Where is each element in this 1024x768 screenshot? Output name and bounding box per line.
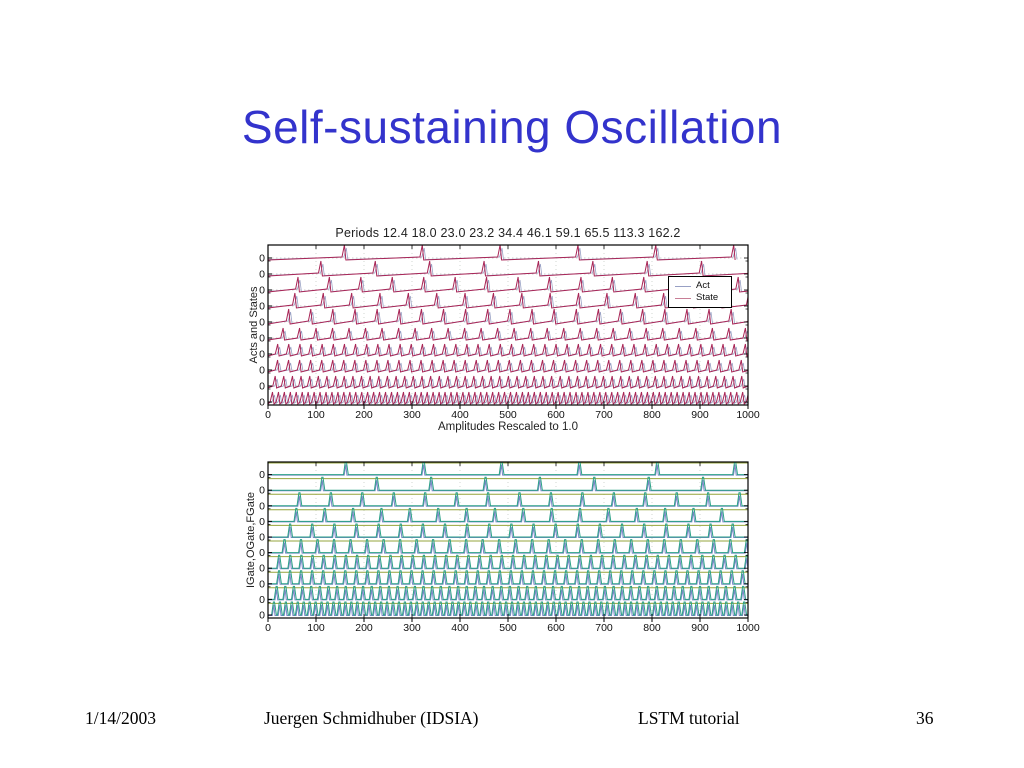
- legend-entry-state: State: [675, 292, 727, 304]
- svg-text:100: 100: [307, 409, 325, 421]
- svg-text:400: 400: [451, 409, 469, 421]
- svg-text:400: 400: [451, 622, 469, 634]
- svg-text:0: 0: [259, 547, 265, 559]
- svg-text:1000: 1000: [736, 622, 760, 634]
- svg-text:0: 0: [259, 532, 265, 544]
- gates-plot-canvas: 0 100 200 300 400 500 600 700 800 900 100000000000…: [259, 461, 760, 634]
- svg-text:900: 900: [691, 622, 709, 634]
- svg-text:0: 0: [259, 253, 265, 265]
- svg-text:0: 0: [259, 578, 265, 590]
- state-line-swatch: [675, 297, 691, 299]
- svg-text:0: 0: [259, 397, 265, 409]
- svg-text:500: 500: [499, 409, 517, 421]
- svg-text:0: 0: [259, 469, 265, 481]
- svg-text:300: 300: [403, 622, 421, 634]
- svg-text:0: 0: [259, 317, 265, 329]
- svg-text:1000: 1000: [736, 409, 760, 421]
- svg-text:0: 0: [259, 563, 265, 575]
- svg-text:600: 600: [547, 622, 565, 634]
- svg-text:700: 700: [595, 622, 613, 634]
- svg-text:800: 800: [643, 622, 661, 634]
- acts-chart-title: Periods 12.4 18.0 23.0 23.2 34.4 46.1 59…: [335, 226, 681, 240]
- footer-page-number: 36: [916, 708, 934, 728]
- svg-text:0: 0: [265, 409, 271, 421]
- svg-text:0: 0: [259, 381, 265, 393]
- footer-date: 1/14/2003: [85, 708, 156, 728]
- svg-text:600: 600: [547, 409, 565, 421]
- svg-text:0: 0: [259, 301, 265, 313]
- svg-text:0: 0: [259, 594, 265, 606]
- footer-course: LSTM tutorial: [638, 708, 740, 728]
- svg-text:0: 0: [259, 485, 265, 497]
- legend: Act State: [668, 276, 732, 308]
- acts-x-axis-label: Amplitudes Rescaled to 1.0: [438, 421, 578, 433]
- svg-text:0: 0: [259, 365, 265, 377]
- svg-text:0: 0: [259, 269, 265, 281]
- legend-label-state: State: [696, 292, 719, 303]
- svg-text:200: 200: [355, 622, 373, 634]
- footer-author: Juergen Schmidhuber (IDSIA): [264, 708, 479, 728]
- svg-text:0: 0: [259, 349, 265, 361]
- legend-entry-act: Act: [675, 280, 727, 292]
- act-line-swatch: [675, 285, 691, 287]
- svg-text:900: 900: [691, 409, 709, 421]
- svg-text:0: 0: [259, 285, 265, 297]
- svg-text:300: 300: [403, 409, 421, 421]
- legend-label-act: Act: [696, 280, 710, 291]
- svg-text:100: 100: [307, 622, 325, 634]
- svg-text:0: 0: [259, 333, 265, 345]
- acts-states-plot-canvas: 0 100 200 300 400 500 600 700 800 900 100000000000…: [259, 244, 760, 421]
- svg-text:500: 500: [499, 622, 517, 634]
- svg-text:200: 200: [355, 409, 373, 421]
- gates-chart: IGate,OGate,FGate 0 100 200 300 400 500 600 700…: [230, 455, 770, 650]
- svg-text:0: 0: [259, 516, 265, 528]
- svg-text:0: 0: [259, 500, 265, 512]
- svg-text:0: 0: [259, 610, 265, 622]
- svg-text:0: 0: [265, 622, 271, 634]
- slide-title: Self-sustaining Oscillation: [241, 101, 783, 153]
- svg-text:700: 700: [595, 409, 613, 421]
- acts-states-chart: Periods 12.4 18.0 23.0 23.2 34.4 46.1 59…: [230, 226, 770, 441]
- svg-text:800: 800: [643, 409, 661, 421]
